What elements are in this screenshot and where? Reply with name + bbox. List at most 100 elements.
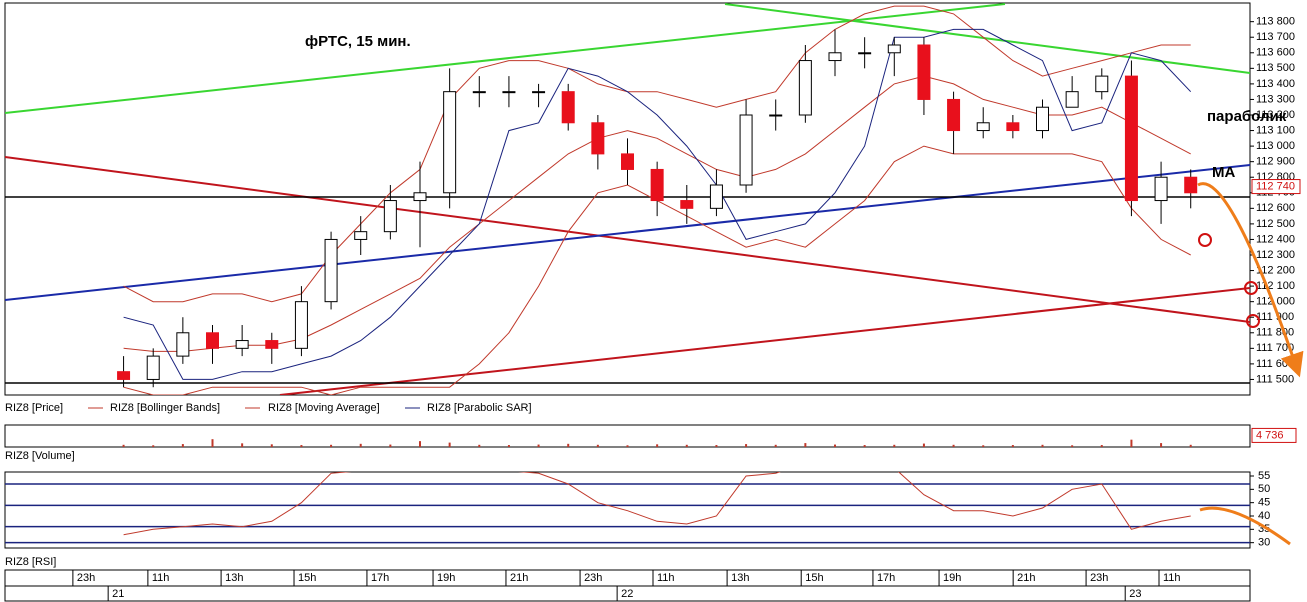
y-tick-label: 111 900 <box>1256 311 1294 323</box>
candle-body <box>1065 91 1079 108</box>
y-tick-label: 50 <box>1258 483 1270 495</box>
legend-item: RIZ8 [Price] <box>5 402 63 414</box>
y-tick-label: 112 500 <box>1256 218 1295 230</box>
y-tick-label: 111 800 <box>1256 327 1294 339</box>
trend-line <box>5 3 1006 114</box>
candle-body <box>383 200 397 233</box>
panel-label: RIZ8 [Volume] <box>5 450 75 462</box>
marker-circle <box>1246 314 1260 328</box>
last-volume-label: 4 736 <box>1256 429 1284 441</box>
candle-body <box>858 52 872 55</box>
candle-body <box>532 91 546 94</box>
y-tick-label: 112 600 <box>1256 202 1295 214</box>
date-label: 21 <box>112 588 124 600</box>
y-tick-label: 112 200 <box>1256 264 1295 276</box>
x-tick-label: 17h <box>877 572 895 584</box>
candle-body <box>798 60 812 116</box>
candle-body <box>650 168 664 202</box>
candle-body <box>235 340 249 349</box>
candle-body <box>176 332 190 357</box>
y-tick-label: 113 500 <box>1256 62 1295 74</box>
x-tick-label: 11h <box>1163 572 1181 584</box>
marker-circle <box>1244 281 1258 295</box>
x-tick-label: 19h <box>437 572 455 584</box>
candle-body <box>443 91 457 194</box>
y-tick-label: 112 100 <box>1256 280 1295 292</box>
y-tick-label: 112 400 <box>1256 233 1295 245</box>
candle-body <box>621 153 634 170</box>
y-tick-label: 112 000 <box>1256 296 1295 308</box>
x-tick-label: 19h <box>943 572 961 584</box>
price-layer <box>117 5 1198 395</box>
y-tick-label: 45 <box>1258 497 1270 509</box>
candle-body <box>472 91 486 94</box>
volume-layer <box>122 439 1192 447</box>
candle-body <box>324 238 338 303</box>
candle-body <box>769 114 783 117</box>
x-tick-label: 21h <box>1017 572 1035 584</box>
y-tick-label: 30 <box>1258 537 1270 549</box>
x-tick-label: 21h <box>510 572 528 584</box>
x-tick-label: 17h <box>371 572 389 584</box>
panel-label: RIZ8 [RSI] <box>5 556 56 568</box>
y-tick-label: 113 000 <box>1256 140 1295 152</box>
y-tick-label: 113 200 <box>1256 109 1295 121</box>
candle-body <box>561 91 575 124</box>
x-tick-label: 23h <box>77 572 95 584</box>
trend-line <box>279 287 1250 395</box>
x-tick-label: 11h <box>152 572 170 584</box>
last-volume-box <box>1251 427 1297 443</box>
candle-body <box>117 371 131 380</box>
indicator-line <box>123 28 1192 380</box>
legend-item: RIZ8 [Parabolic SAR] <box>427 402 532 414</box>
candle-body <box>680 200 694 209</box>
price-panel <box>4 2 1251 396</box>
rsi-line <box>123 472 1191 536</box>
candle-body <box>917 44 931 100</box>
candle-body <box>1184 176 1198 194</box>
annotation: параболик <box>1207 108 1287 125</box>
candle-body <box>709 184 723 209</box>
candle-body <box>502 91 516 94</box>
candle-body <box>591 122 605 155</box>
marker-circle <box>1198 233 1212 247</box>
y-tick-label: 55 <box>1258 470 1270 482</box>
x-tick-label: 11h <box>657 572 675 584</box>
forecast-arrow <box>1197 182 1304 378</box>
candle-body <box>354 231 368 240</box>
legend-item: RIZ8 [Bollinger Bands] <box>110 402 220 414</box>
drawings <box>5 3 1250 395</box>
trend-line <box>5 164 1250 301</box>
legend-item: RIZ8 [Moving Average] <box>268 402 380 414</box>
last-price-label: 112 740 <box>1256 180 1295 192</box>
volume-panel <box>4 424 1251 448</box>
candle-body <box>1095 75 1109 93</box>
x-tick-label: 15h <box>298 572 316 584</box>
y-tick-label: 113 600 <box>1256 47 1295 59</box>
trend-line <box>5 156 1250 323</box>
annotation: МА <box>1212 164 1235 181</box>
chart-title: фРТС, 15 мин. <box>305 33 411 50</box>
candle-body <box>828 52 842 62</box>
y-tick-label: 113 700 <box>1256 31 1295 43</box>
date-label: 23 <box>1129 588 1141 600</box>
last-price-box <box>1251 179 1301 195</box>
rsi-layer <box>5 472 1250 544</box>
y-tick-label: 113 400 <box>1256 78 1295 90</box>
candle-body <box>206 332 219 349</box>
y-tick-label: 111 500 <box>1256 373 1294 385</box>
y-tick-label: 111 600 <box>1256 358 1294 370</box>
candle-body <box>1006 122 1020 132</box>
date-label: 22 <box>621 588 633 600</box>
y-tick-label: 112 300 <box>1256 249 1295 261</box>
candle-body <box>413 192 427 202</box>
x-tick-label: 15h <box>805 572 823 584</box>
candle-body <box>265 340 279 349</box>
x-tick-label: 23h <box>1090 572 1108 584</box>
candle-body <box>1124 75 1138 202</box>
forecast-arrow <box>1199 506 1291 546</box>
x-tick-label: 23h <box>584 572 602 584</box>
candle-body <box>739 114 753 186</box>
